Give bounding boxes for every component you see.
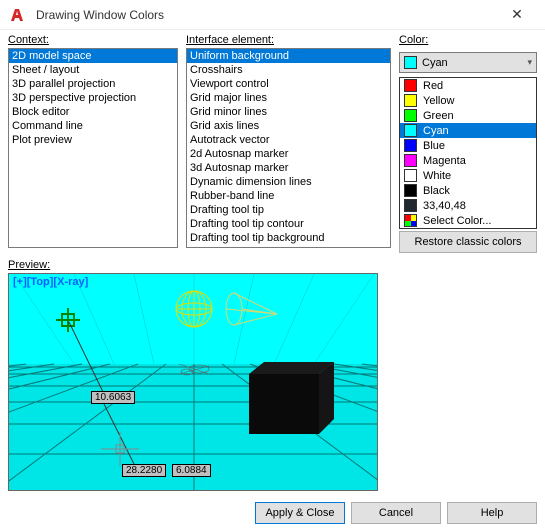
preview-label: Preview: [8, 259, 537, 271]
dimension-value-2: 28.2280 [122, 464, 166, 477]
interface-item[interactable]: Drafting tool tip [187, 203, 390, 217]
color-option[interactable]: Cyan [400, 123, 536, 138]
interface-item[interactable]: Drafting tool tip contour [187, 217, 390, 231]
interface-item[interactable]: Autotrack vector [187, 133, 390, 147]
color-option[interactable]: Blue [400, 138, 536, 153]
viewport-overlay-text: [+][Top][X-ray] [13, 276, 88, 288]
color-option[interactable]: Magenta [400, 153, 536, 168]
color-option[interactable]: Black [400, 183, 536, 198]
interface-item[interactable]: Crosshairs [187, 63, 390, 77]
interface-item[interactable]: Viewport control [187, 77, 390, 91]
context-listbox[interactable]: 2D model spaceSheet / layout3D parallel … [8, 48, 178, 248]
color-swatch [404, 56, 417, 69]
interface-item[interactable]: Grid major lines [187, 91, 390, 105]
app-icon [8, 5, 28, 25]
color-selected-label: Cyan [422, 57, 448, 69]
context-item[interactable]: Plot preview [9, 133, 177, 147]
restore-classic-colors-button[interactable]: Restore classic colors [399, 231, 537, 253]
color-combobox[interactable]: Cyan ▾ [399, 52, 537, 73]
context-item[interactable]: Sheet / layout [9, 63, 177, 77]
color-option[interactable]: White [400, 168, 536, 183]
interface-item[interactable]: Uniform background [187, 49, 390, 63]
dimension-value-3: 6.0884 [172, 464, 211, 477]
close-button[interactable]: ✕ [497, 6, 537, 23]
color-option[interactable]: Green [400, 108, 536, 123]
dimension-value-1: 10.6063 [91, 391, 135, 404]
context-item[interactable]: Block editor [9, 105, 177, 119]
chevron-down-icon: ▾ [527, 57, 532, 68]
context-item[interactable]: 3D perspective projection [9, 91, 177, 105]
interface-listbox[interactable]: Uniform backgroundCrosshairsViewport con… [186, 48, 391, 248]
color-option[interactable]: Select Color... [400, 213, 536, 228]
interface-item[interactable]: Grid minor lines [187, 105, 390, 119]
titlebar: Drawing Window Colors ✕ [0, 0, 545, 30]
interface-item[interactable]: Control vertices hull [187, 245, 390, 248]
context-item[interactable]: 3D parallel projection [9, 77, 177, 91]
help-button[interactable]: Help [447, 502, 537, 524]
color-option[interactable]: 33,40,48 [400, 198, 536, 213]
color-dropdown[interactable]: RedYellowGreenCyanBlueMagentaWhiteBlack3… [399, 77, 537, 229]
cancel-button[interactable]: Cancel [351, 502, 441, 524]
window-title: Drawing Window Colors [36, 8, 497, 22]
color-option[interactable]: Yellow [400, 93, 536, 108]
interface-item[interactable]: Drafting tool tip background [187, 231, 390, 245]
preview-viewport: [+][Top][X-ray] 10.6063 28.2280 6.0884 [8, 273, 378, 491]
interface-item[interactable]: Grid axis lines [187, 119, 390, 133]
context-item[interactable]: Command line [9, 119, 177, 133]
interface-item[interactable]: Rubber-band line [187, 189, 390, 203]
color-option[interactable]: Red [400, 78, 536, 93]
apply-close-button[interactable]: Apply & Close [255, 502, 345, 524]
interface-item[interactable]: 3d Autosnap marker [187, 161, 390, 175]
interface-label: Interface element: [186, 34, 391, 46]
color-label: Color: [399, 34, 537, 46]
context-label: Context: [8, 34, 178, 46]
context-item[interactable]: 2D model space [9, 49, 177, 63]
interface-item[interactable]: 2d Autosnap marker [187, 147, 390, 161]
interface-item[interactable]: Dynamic dimension lines [187, 175, 390, 189]
